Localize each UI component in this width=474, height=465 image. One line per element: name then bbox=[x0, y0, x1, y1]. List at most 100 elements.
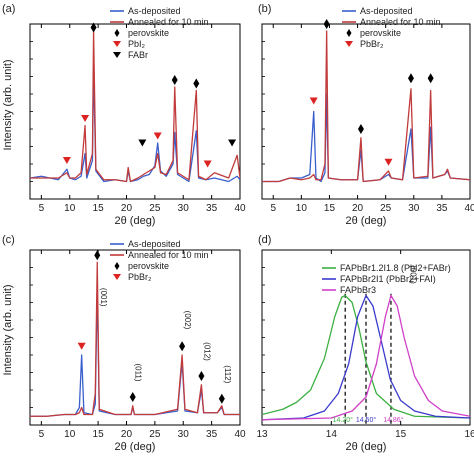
legend-label: FABr bbox=[128, 50, 148, 60]
x-tick-label: 15 bbox=[93, 429, 105, 440]
y-axis-title-bottom: Intensity (arb. unit) bbox=[2, 284, 14, 375]
plot-area bbox=[262, 293, 470, 425]
x-tick-label: 15 bbox=[324, 203, 336, 214]
perovskite-marker bbox=[129, 392, 136, 402]
legend-label: Annealed for 10 min bbox=[128, 17, 209, 27]
legend-swatch bbox=[113, 41, 121, 47]
legend-label: Annealed for 10 min bbox=[360, 17, 441, 27]
phase-marker bbox=[203, 160, 212, 168]
legend-swatch bbox=[114, 29, 120, 37]
x-tick-label: 40 bbox=[464, 203, 474, 214]
perovskite-marker bbox=[198, 371, 205, 381]
legend-label: PbBr₂ bbox=[128, 272, 152, 282]
x-tick-label: 10 bbox=[296, 203, 308, 214]
phase-marker bbox=[309, 97, 318, 105]
x-tick-label: 25 bbox=[380, 203, 392, 214]
x-tick-label: 30 bbox=[178, 429, 190, 440]
perovskite-marker bbox=[90, 22, 97, 33]
miller-index-label: (112) bbox=[223, 365, 232, 383]
plot-frame bbox=[261, 23, 471, 200]
x-tick-label: 13 bbox=[256, 429, 268, 440]
phase-marker bbox=[384, 158, 393, 166]
x-tick-label: 20 bbox=[121, 203, 133, 214]
x-axis-title: 2θ (deg) bbox=[115, 441, 156, 453]
legend: FAPbBr1.2I1.8 (PbI2+FABr)FAPbBr2I1 (PbBr… bbox=[322, 263, 451, 295]
plot-area bbox=[30, 30, 240, 183]
perovskite-marker bbox=[407, 73, 414, 84]
peak-position-label: 14.86° bbox=[383, 416, 404, 424]
x-tick-label: 10 bbox=[64, 429, 76, 440]
miller-index-label: (001) bbox=[99, 288, 108, 307]
x-tick-label: 15 bbox=[93, 203, 105, 214]
perovskite-marker bbox=[171, 75, 178, 85]
panel-a: (a) 5 10 15 20 25 30 35 40 2θ (deg) As-depositedAn… bbox=[2, 3, 246, 227]
phase-marker bbox=[62, 157, 71, 164]
panel-label: (d) bbox=[258, 234, 271, 246]
x-tick-label: 25 bbox=[149, 203, 161, 214]
x-axis-title: 2θ (deg) bbox=[346, 215, 387, 227]
x-axis-title: 2θ (deg) bbox=[346, 441, 387, 453]
legend-label: perovskite bbox=[360, 28, 401, 38]
miller-index-label: (001) bbox=[409, 265, 418, 284]
x-tick-label: 15 bbox=[395, 429, 407, 440]
legend-label: PbI₂ bbox=[128, 39, 146, 49]
series-line-fapbbr1-2i1-8-pbi2-fabr- bbox=[262, 294, 470, 419]
legend-label: perovskite bbox=[128, 28, 169, 38]
legend-label: FAPbBr2I1 (PbBr2+FAI) bbox=[340, 274, 436, 284]
x-tick-label: 30 bbox=[178, 203, 190, 214]
perovskite-marker bbox=[323, 19, 330, 29]
series-line-as-deposited bbox=[30, 68, 240, 183]
phase-marker bbox=[153, 132, 162, 140]
perovskite-marker bbox=[193, 78, 200, 89]
plot-area bbox=[262, 30, 470, 183]
perovskite-marker bbox=[179, 341, 186, 352]
panel-d: (d) 13 14 15 16 2θ (deg) 14.20° 14.50° 14.86° (00… bbox=[256, 234, 474, 453]
x-tick-label: 16 bbox=[464, 429, 474, 440]
x-tick-label: 40 bbox=[234, 429, 246, 440]
x-tick-label: 25 bbox=[149, 429, 161, 440]
series-line-fapbbr3 bbox=[262, 294, 470, 421]
legend-label: Annealed for 10 min bbox=[128, 250, 209, 260]
peak-position-label: 14.20° bbox=[333, 416, 354, 424]
legend-label: FAPbBr1.2I1.8 (PbI2+FABr) bbox=[340, 263, 451, 273]
x-tick-label: 5 bbox=[39, 429, 45, 440]
x-tick-label: 20 bbox=[121, 429, 133, 440]
legend-swatch bbox=[113, 52, 121, 58]
miller-index-label: (011) bbox=[134, 363, 143, 381]
plot-area bbox=[30, 261, 240, 417]
phase-marker bbox=[228, 139, 237, 147]
legend-label: PbBr₂ bbox=[360, 39, 384, 49]
panel-label: (a) bbox=[2, 3, 15, 15]
series-line-as-deposited bbox=[262, 93, 470, 183]
y-axis-title-top: Intensity (arb. unit) bbox=[2, 59, 14, 150]
panel-label: (c) bbox=[2, 234, 15, 246]
legend-label: perovskite bbox=[128, 261, 169, 271]
panel-label: (b) bbox=[258, 3, 271, 15]
x-axis-title: 2θ (deg) bbox=[115, 215, 156, 227]
series-line-annealed-for-10-min bbox=[30, 30, 240, 183]
legend-swatch bbox=[113, 274, 121, 280]
perovskite-marker bbox=[94, 250, 101, 261]
y-axis-title: Intensity (arb. unit) bbox=[2, 284, 14, 375]
peak-position-label: 14.50° bbox=[356, 416, 377, 424]
perovskite-marker bbox=[357, 124, 364, 134]
panel-b: (b) 5 10 15 20 25 30 35 40 2θ (deg) As-depositedAn… bbox=[258, 3, 474, 227]
legend-label: As-deposited bbox=[128, 239, 181, 249]
phase-marker bbox=[138, 139, 147, 147]
legend-swatch bbox=[346, 29, 352, 37]
series-line-annealed-for-10-min bbox=[262, 30, 470, 183]
legend-label: As-deposited bbox=[128, 6, 181, 16]
panel-c: (c) 5 10 15 20 25 30 35 40 2θ (deg) (001) (011) (002… bbox=[2, 234, 246, 453]
x-tick-label: 14 bbox=[326, 429, 338, 440]
x-tick-label: 20 bbox=[352, 203, 364, 214]
series-line-fapbbr2i1-pbbr2-fai- bbox=[262, 294, 470, 421]
x-tick-label: 5 bbox=[270, 203, 276, 214]
y-axis-title: Intensity (arb. unit) bbox=[2, 59, 14, 150]
legend-swatch bbox=[345, 41, 353, 47]
x-tick-label: 35 bbox=[436, 203, 448, 214]
x-tick-label: 35 bbox=[206, 429, 218, 440]
